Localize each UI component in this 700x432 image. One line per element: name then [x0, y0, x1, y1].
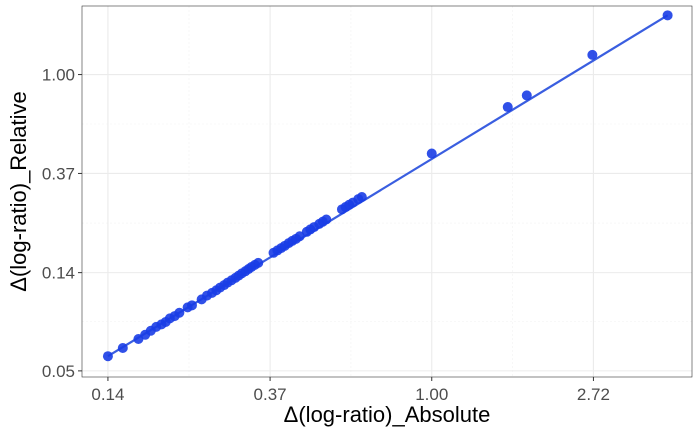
y-tick-label: 0.14 [42, 264, 75, 283]
data-point [521, 90, 532, 101]
y-tick-label: 1.00 [42, 66, 75, 85]
data-point [294, 231, 305, 242]
data-points [102, 10, 673, 362]
y-tick-label: 0.05 [42, 362, 75, 381]
data-point [502, 102, 513, 113]
plot-panel-border [81, 5, 693, 378]
x-tick-label: 2.72 [577, 385, 610, 404]
x-tick-label: 1.00 [415, 385, 448, 404]
x-tick-label: 0.37 [254, 385, 287, 404]
data-point [587, 49, 598, 60]
data-point [253, 257, 264, 268]
x-tick-label: 0.14 [91, 385, 124, 404]
data-point [356, 192, 367, 203]
major-gridlines [82, 6, 692, 377]
y-axis-title: Δ(log-ratio)_Relative [6, 91, 31, 292]
y-axis-ticks: 0.05 0.14 0.37 1.00 [42, 66, 82, 381]
minor-gridlines [82, 6, 692, 377]
data-point [117, 343, 128, 354]
data-point [102, 351, 113, 362]
x-axis-title: Δ(log-ratio)_Absolute [284, 402, 491, 427]
data-point [321, 214, 332, 225]
data-point [662, 10, 673, 21]
data-point [174, 307, 185, 318]
data-point [426, 148, 437, 159]
data-point [186, 300, 197, 311]
y-tick-label: 0.37 [42, 164, 75, 183]
x-axis-ticks: 0.14 0.37 1.00 2.72 [91, 377, 610, 404]
